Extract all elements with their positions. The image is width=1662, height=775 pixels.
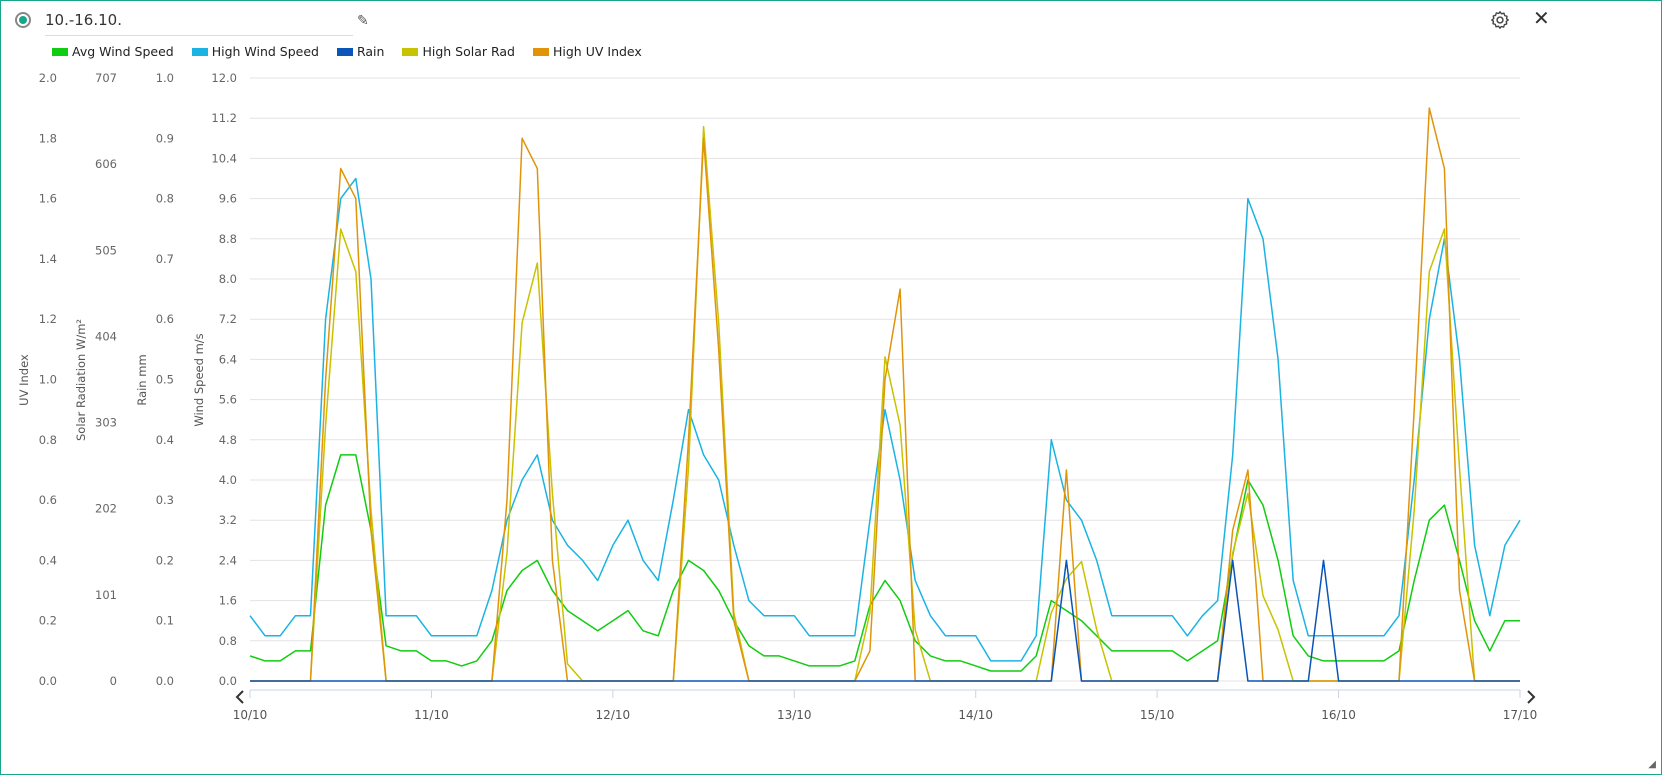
y-tick-label: 4.0 — [219, 473, 237, 487]
x-tick-label: 15/10 — [1140, 708, 1175, 722]
y-tick-label: 8.0 — [219, 272, 237, 286]
y-tick-label: 505 — [95, 243, 117, 257]
close-icon[interactable]: ✕ — [1533, 6, 1550, 30]
legend-item-high-wind[interactable]: High Wind Speed — [191, 44, 319, 59]
title-field[interactable]: 10.-16.10. — [45, 11, 353, 36]
y-tick-label: 2.4 — [219, 553, 237, 567]
y-tick-label: 1.8 — [39, 131, 57, 145]
legend-item-solar[interactable]: High Solar Rad — [402, 44, 515, 59]
legend-item-uv[interactable]: High UV Index — [533, 44, 642, 59]
legend-swatch — [191, 47, 208, 56]
y-tick-label: 10.4 — [211, 151, 237, 165]
scroll-left-icon[interactable] — [235, 690, 244, 704]
y-tick-label: 202 — [95, 502, 117, 516]
y-tick-label: 4.8 — [219, 433, 237, 447]
y-tick-label: 0.8 — [156, 192, 174, 206]
x-tick-label: 14/10 — [958, 708, 993, 722]
x-tick-label: 13/10 — [777, 708, 812, 722]
y-tick-label: 6.4 — [219, 352, 237, 366]
y-tick-label: 0.6 — [39, 493, 57, 507]
y-tick-label: 101 — [95, 588, 117, 602]
legend-label: High Solar Rad — [422, 44, 515, 59]
y-tick-label: 1.6 — [219, 594, 237, 608]
series-high-solar-rad — [250, 125, 1520, 682]
legend-swatch — [336, 47, 353, 56]
y-tick-label: 0.2 — [39, 614, 57, 628]
y-tick-label: 0.0 — [39, 674, 57, 688]
series-high-uv-index — [250, 107, 1520, 682]
series-rain — [250, 559, 1520, 682]
x-tick-label: 12/10 — [596, 708, 631, 722]
y-tick-label: 707 — [95, 71, 117, 85]
y-tick-label: 0.8 — [39, 433, 57, 447]
select-radio[interactable] — [15, 12, 31, 28]
legend-swatch — [52, 47, 68, 56]
y-tick-label: 2.0 — [39, 71, 57, 85]
legend-item-avg-wind[interactable]: Avg Wind Speed — [52, 44, 174, 59]
y-tick-label: 303 — [95, 416, 117, 430]
y-tick-label: 0.8 — [219, 634, 237, 648]
x-tick-label: 10/10 — [233, 708, 268, 722]
legend-swatch — [402, 47, 419, 56]
legend-swatch — [533, 47, 549, 56]
gear-icon[interactable] — [1489, 9, 1511, 31]
y-tick-label: 0.7 — [156, 252, 174, 266]
y-tick-label: 404 — [95, 329, 117, 343]
legend-label: Rain — [356, 44, 385, 59]
y-tick-label: 1.2 — [39, 312, 57, 326]
y-axis-title: Wind Speed m/s — [192, 333, 206, 426]
y-tick-label: 1.0 — [39, 373, 57, 387]
legend-label: High Wind Speed — [211, 44, 319, 59]
y-tick-label: 9.6 — [219, 192, 237, 206]
y-tick-label: 0.5 — [156, 373, 174, 387]
legend-item-rain[interactable]: Rain — [336, 44, 385, 59]
y-axis-title: Rain mm — [135, 354, 149, 405]
y-tick-label: 5.6 — [219, 393, 237, 407]
y-tick-label: 0.1 — [156, 614, 174, 628]
pencil-icon[interactable]: ✎ — [357, 13, 369, 29]
y-tick-label: 0.2 — [156, 553, 174, 567]
y-tick-label: 0.3 — [156, 493, 174, 507]
y-tick-label: 0.0 — [219, 674, 237, 688]
y-tick-label: 1.0 — [156, 71, 174, 85]
legend-label: Avg Wind Speed — [72, 44, 174, 59]
scroll-right-icon[interactable] — [1527, 690, 1536, 704]
y-tick-label: 1.6 — [39, 192, 57, 206]
y-tick-label: 0 — [110, 674, 117, 688]
y-tick-label: 3.2 — [219, 513, 237, 527]
y-tick-label: 0.9 — [156, 131, 174, 145]
series-avg-wind-speed — [249, 454, 1520, 672]
y-tick-label: 7.2 — [219, 312, 237, 326]
y-tick-label: 11.2 — [211, 111, 237, 125]
y-tick-label: 12.0 — [211, 71, 237, 85]
x-tick-label: 16/10 — [1321, 708, 1356, 722]
y-tick-label: 0.6 — [156, 312, 174, 326]
y-tick-label: 0.4 — [39, 553, 57, 567]
x-tick-label: 11/10 — [414, 708, 449, 722]
y-tick-label: 0.4 — [156, 433, 174, 447]
series-high-wind-speed — [249, 177, 1521, 662]
legend-label: High UV Index — [553, 44, 642, 59]
y-tick-label: 8.8 — [219, 232, 237, 246]
y-axis-title: Solar Radiation W/m² — [74, 319, 88, 441]
y-tick-label: 606 — [95, 157, 117, 171]
y-tick-label: 1.4 — [39, 252, 57, 266]
y-axis-title: UV Index — [17, 354, 31, 406]
y-tick-label: 0.0 — [156, 674, 174, 688]
legend: Avg Wind Speed High Wind Speed Rain High… — [52, 44, 642, 59]
resize-handle-icon[interactable]: ◢ — [1648, 759, 1656, 770]
x-tick-label: 17/10 — [1503, 708, 1538, 722]
